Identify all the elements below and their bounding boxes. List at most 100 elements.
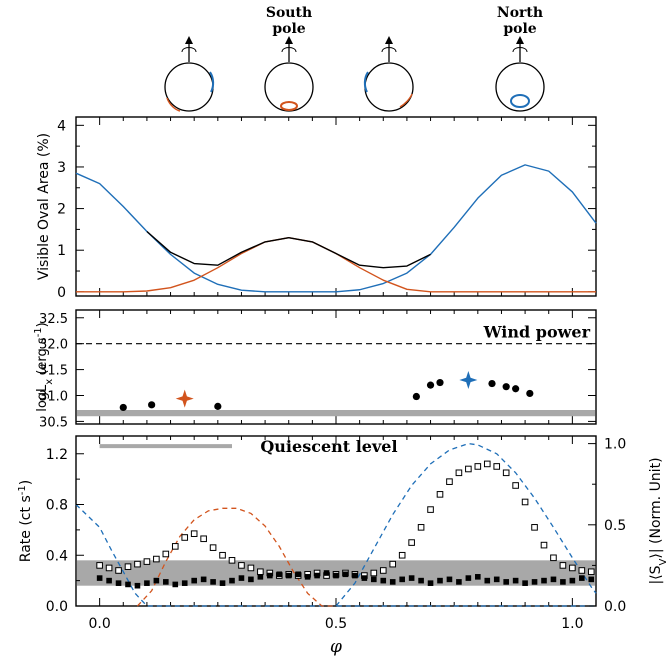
open-square-point [105,564,113,572]
sv-ytick-label: 1.0 [604,437,626,453]
luminosity-ytick-label: 32.0 [39,338,68,353]
phase-xlabel: φ [330,637,342,657]
open-square-point [153,555,160,563]
luminosity-point [436,378,444,387]
sv-dashed-curve [75,504,596,607]
sv-ylabel-part: ⟩| (Norm. Unit) [648,457,664,558]
filled-square-point [285,572,292,579]
sv-ytick-label: 0.5 [604,518,626,534]
south-pole-label-line2: pole [272,21,305,37]
filled-square-point [304,574,311,580]
oval-area-ytick-label: 1 [57,243,66,259]
open-square-point [531,524,538,531]
filled-square-point [295,571,301,578]
filled-square-point [125,581,131,588]
open-square-point [493,463,501,470]
luminosity-point [512,385,520,393]
filled-square-point [248,576,254,583]
filled-square-point [172,581,179,588]
rate-ytick-label: 0.8 [46,498,68,514]
open-square-point [190,530,198,537]
luminosity-point [119,403,127,412]
oval-area-ytick-label: 2 [57,202,66,218]
luminosity-ylabel-part: x [44,379,55,385]
oval-area-curve-orange [76,237,596,293]
filled-square-point [569,577,576,584]
rate-ylabel-part: ) [18,480,34,485]
oval-area-panel-frame [75,116,597,297]
open-square-point [257,568,264,576]
open-square-point [446,478,453,485]
rate-ylabel: Rate (ct s-1) [17,480,35,562]
filled-square-point [352,572,358,579]
filled-square-point [427,580,434,586]
rate-ylabel-part: Rate (ct s [18,495,34,562]
filled-square-point [550,576,557,583]
oval-area-plot: 0 1 2 3 4 Visible Oval Area (%) [36,118,597,301]
luminosity-star-marker [175,389,194,408]
filled-square-point [144,580,150,586]
filled-square-point [512,577,519,584]
north-pole-label-line1: North [497,5,543,21]
luminosity-ytick-label: 30.5 [39,415,68,430]
filled-square-point [200,576,207,583]
phase-xtick-label: 0.5 [325,616,347,632]
luminosity-ytick-label: 31.0 [39,390,68,405]
filled-square-point [276,571,283,578]
filled-square-point [314,572,320,579]
open-square-point [512,482,519,489]
rate-ytick-label: 0.4 [46,548,68,564]
open-square-point [465,465,472,473]
filled-square-point [134,582,141,589]
open-square-point [124,563,132,570]
oval-area-ylabel: Visible Oval Area (%) [36,133,52,280]
open-square-point [417,524,425,531]
open-square-point [115,567,122,574]
filled-square-point [465,575,472,581]
filled-square-point [361,575,368,581]
rate-ylabel-part: -1 [17,485,28,495]
panels: 0 1 2 3 4 Visible Oval Area (%) Wind power 30.5… [17,116,669,657]
luminosity-ytick-label: 32.5 [39,312,68,327]
open-square-point [569,564,576,572]
open-square-point [474,463,482,470]
south-pole-label-line1: South [266,5,312,21]
open-square-point [247,564,255,572]
filled-square-point [399,576,405,583]
filled-square-point [588,576,595,583]
schematic-north-pole: North pole [495,5,545,112]
luminosity-ytick-label: 31.5 [39,364,68,379]
open-square-point [370,569,378,577]
quiescent-level-label: Quiescent level [260,437,397,456]
filled-square-point [106,577,112,584]
open-square-point [379,567,387,574]
sv-ylabel: |⟨SV⟩| (Norm. Unit) [648,457,669,584]
filled-square-point [484,577,491,584]
filled-square-point [191,577,197,584]
filled-square-point [163,579,169,585]
filled-square-point [323,570,330,576]
oval-area-ytick-label: 4 [57,118,66,134]
phase-xtick-label: 1.0 [561,616,583,632]
filled-square-point [522,580,528,586]
rate-ytick-label: 0.0 [46,599,68,615]
open-square-point [427,506,434,513]
filled-square-point [210,579,216,585]
open-square-point [219,551,226,559]
luminosity-ylabel-part: logL [35,384,50,412]
sv-ylabel-part: |⟨S [648,565,664,584]
luminosity-point [426,381,435,389]
oval-area-curve-total [146,230,431,269]
filled-square-point [531,579,538,585]
luminosity-ylabel-part: ) [35,322,50,327]
filled-square-point [371,576,377,583]
filled-square-point [446,576,453,583]
filled-square-point [456,579,462,585]
filled-square-point [579,575,585,581]
filled-square-point [418,577,424,584]
luminosity-star-marker [459,370,478,389]
filled-square-point [153,577,160,584]
open-square-point [143,558,151,565]
